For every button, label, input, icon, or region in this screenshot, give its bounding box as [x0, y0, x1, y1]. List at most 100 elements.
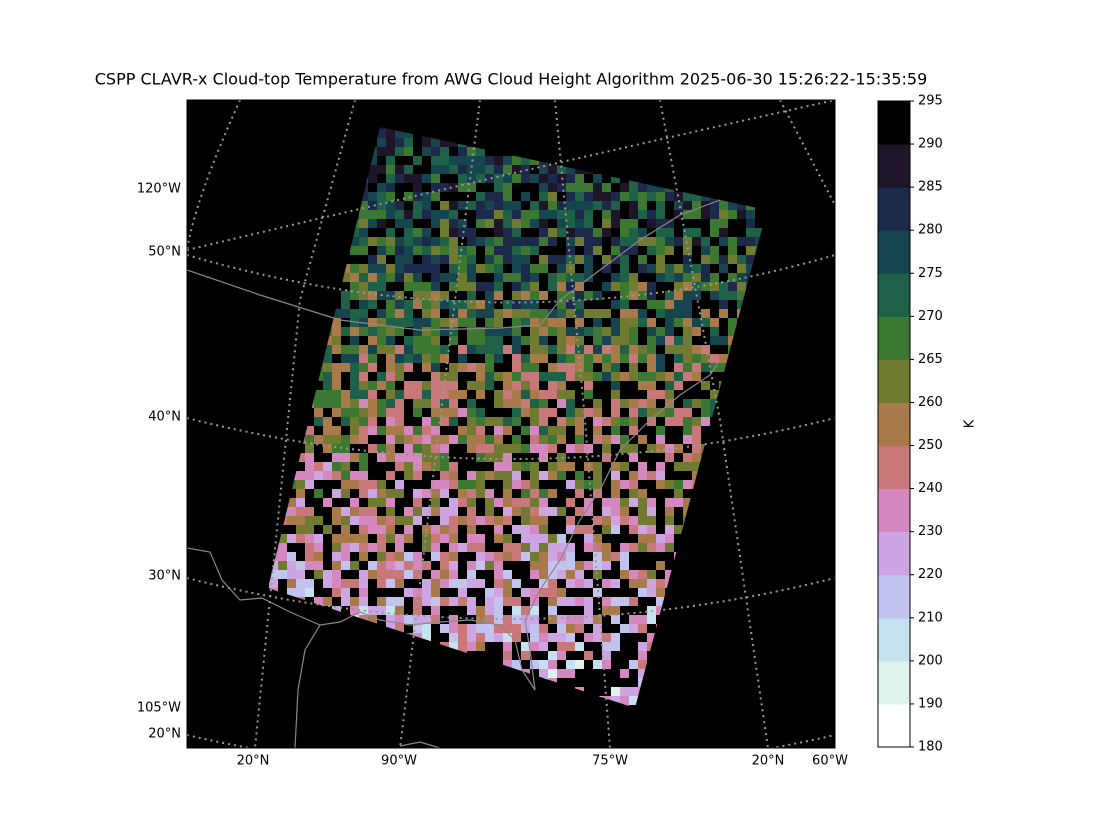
cloud-cell	[359, 390, 368, 399]
cloud-cell	[431, 156, 440, 165]
cloud-cell	[575, 183, 584, 192]
cloud-cell	[656, 426, 665, 435]
cloud-cell	[611, 615, 620, 624]
cloud-cell	[620, 327, 629, 336]
cloud-cell	[656, 273, 665, 282]
cloud-cell	[323, 381, 332, 390]
cloud-cell	[611, 435, 620, 444]
cloud-cell	[629, 489, 638, 498]
cloud-cell	[422, 255, 431, 264]
cloud-cell	[287, 588, 296, 597]
cloud-cell	[521, 174, 530, 183]
cloud-cell	[539, 444, 548, 453]
cloud-cell	[530, 363, 539, 372]
cloud-cell	[539, 336, 548, 345]
cloud-cell	[503, 192, 512, 201]
cloud-cell	[692, 363, 701, 372]
cloud-cell	[494, 399, 503, 408]
cloud-cell	[350, 516, 359, 525]
cloud-cell	[656, 336, 665, 345]
cloud-cell	[665, 273, 674, 282]
cloud-cell	[458, 309, 467, 318]
cloud-cell	[575, 444, 584, 453]
cloud-cell	[449, 579, 458, 588]
cloud-cell	[719, 201, 728, 210]
cloud-cell	[377, 237, 386, 246]
cloud-cell	[647, 417, 656, 426]
cloud-cell	[440, 552, 449, 561]
cloud-cell	[629, 660, 638, 669]
cloud-cell	[431, 525, 440, 534]
cloud-cell	[503, 300, 512, 309]
cloud-cell	[341, 309, 350, 318]
cloud-cell	[422, 192, 431, 201]
cloud-cell	[539, 417, 548, 426]
cloud-cell	[485, 282, 494, 291]
cloud-cell	[512, 660, 521, 669]
cloud-cell	[476, 309, 485, 318]
cloud-cell	[449, 282, 458, 291]
cloud-cell	[683, 345, 692, 354]
cloud-cell	[521, 372, 530, 381]
cloud-cell	[458, 642, 467, 651]
cloud-cell	[512, 336, 521, 345]
cloud-cell	[341, 300, 350, 309]
cloud-cell	[485, 615, 494, 624]
cloud-cell	[296, 561, 305, 570]
cloud-cell	[710, 282, 719, 291]
cloud-cell	[467, 318, 476, 327]
cloud-cell	[440, 381, 449, 390]
cloud-cell	[386, 228, 395, 237]
colorbar-tick-label: 270	[918, 309, 943, 324]
cloud-cell	[503, 417, 512, 426]
cloud-cell	[683, 273, 692, 282]
cloud-cell	[521, 651, 530, 660]
cloud-cell	[503, 228, 512, 237]
cloud-cell	[476, 642, 485, 651]
cloud-cell	[530, 534, 539, 543]
cloud-cell	[719, 264, 728, 273]
cloud-cell	[647, 210, 656, 219]
cloud-cell	[593, 561, 602, 570]
cloud-cell	[629, 219, 638, 228]
cloud-cell	[611, 282, 620, 291]
cloud-cell	[683, 228, 692, 237]
cloud-cell	[719, 336, 728, 345]
cloud-cell	[476, 147, 485, 156]
cloud-cell	[431, 597, 440, 606]
cloud-cell	[467, 534, 476, 543]
cloud-cell	[422, 381, 431, 390]
cloud-cell	[431, 381, 440, 390]
cloud-cell	[440, 165, 449, 174]
cloud-cell	[359, 273, 368, 282]
cloud-cell	[458, 579, 467, 588]
cloud-cell	[530, 552, 539, 561]
cloud-cell	[476, 543, 485, 552]
cloud-cell	[341, 507, 350, 516]
cloud-cell	[557, 453, 566, 462]
cloud-cell	[476, 381, 485, 390]
cloud-cell	[548, 255, 557, 264]
cloud-cell	[602, 363, 611, 372]
cloud-cell	[584, 462, 593, 471]
cloud-cell	[314, 516, 323, 525]
cloud-cell	[611, 462, 620, 471]
cloud-cell	[512, 444, 521, 453]
colorbar-segment	[878, 316, 910, 360]
cloud-cell	[503, 309, 512, 318]
cloud-cell	[377, 282, 386, 291]
cloud-cell	[404, 615, 413, 624]
cloud-cell	[422, 282, 431, 291]
cloud-cell	[539, 642, 548, 651]
cloud-cell	[638, 210, 647, 219]
cloud-cell	[719, 354, 728, 363]
cloud-cell	[638, 615, 647, 624]
cloud-cell	[494, 561, 503, 570]
cloud-cell	[548, 174, 557, 183]
cloud-cell	[602, 336, 611, 345]
cloud-cell	[548, 651, 557, 660]
cloud-cell	[620, 273, 629, 282]
cloud-cell	[683, 201, 692, 210]
cloud-cell	[332, 399, 341, 408]
cloud-cell	[557, 354, 566, 363]
